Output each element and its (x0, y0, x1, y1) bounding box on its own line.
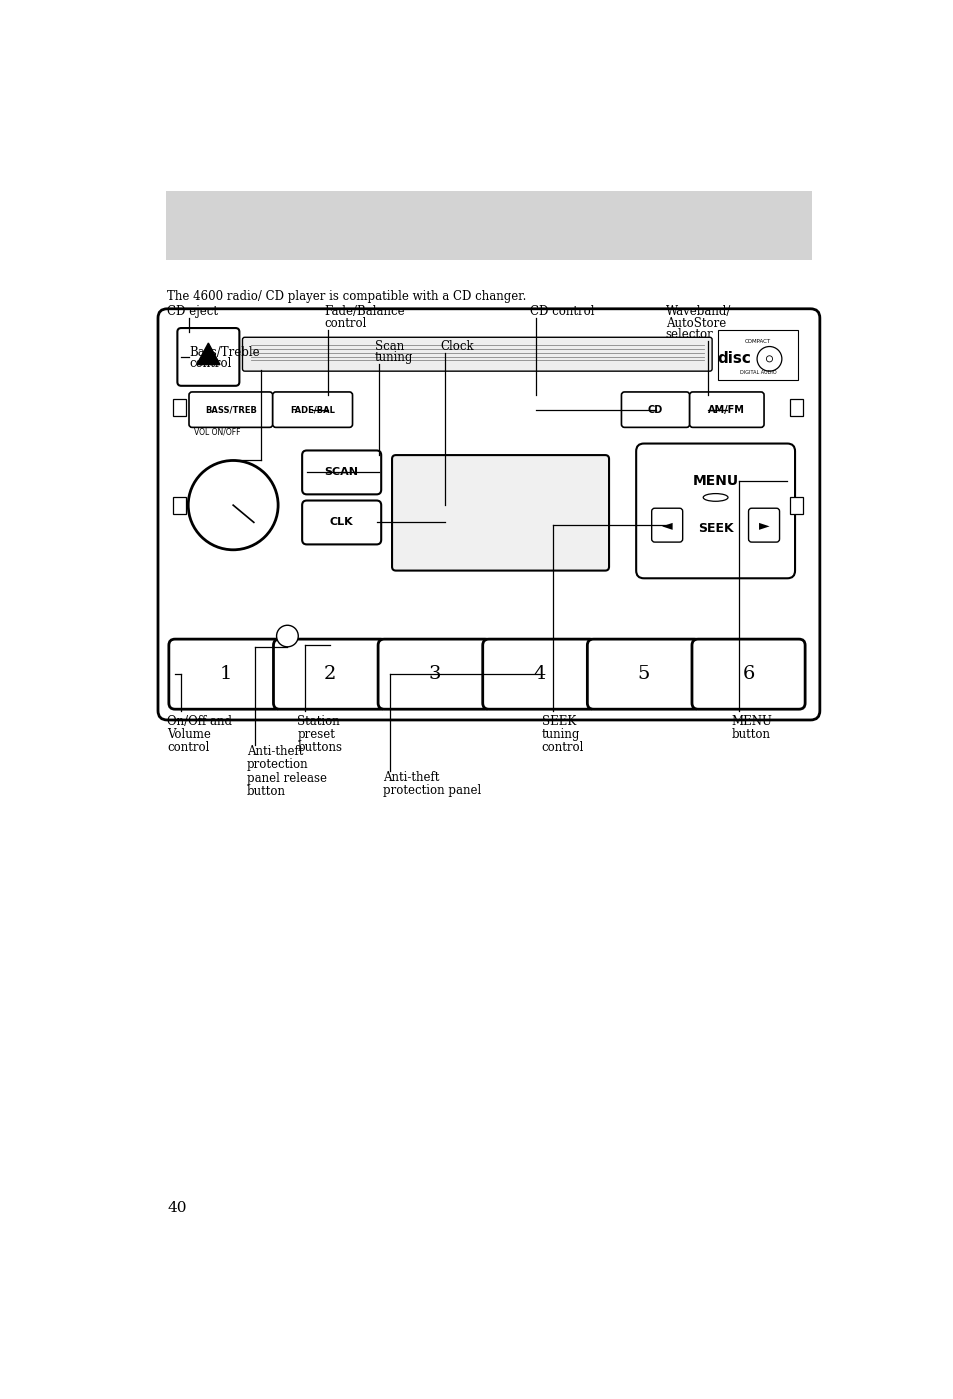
Text: MENU: MENU (731, 715, 772, 727)
Text: 5: 5 (637, 665, 649, 683)
Bar (790, 399, 802, 416)
Text: ◄: ◄ (661, 518, 672, 532)
Text: control: control (541, 740, 583, 754)
FancyBboxPatch shape (273, 392, 353, 427)
Text: SEEK: SEEK (697, 522, 733, 534)
FancyBboxPatch shape (158, 309, 819, 720)
Text: FADE/BAL: FADE/BAL (290, 406, 335, 414)
Text: AutoStore: AutoStore (665, 316, 725, 330)
FancyBboxPatch shape (274, 639, 386, 709)
Text: control: control (189, 357, 232, 371)
Text: AM/FM: AM/FM (708, 404, 744, 414)
FancyBboxPatch shape (392, 455, 608, 571)
Text: Station: Station (297, 715, 340, 727)
FancyBboxPatch shape (587, 639, 700, 709)
Text: tuning: tuning (541, 727, 579, 740)
Circle shape (765, 355, 772, 362)
Text: Anti-theft: Anti-theft (247, 746, 303, 758)
Text: CLK: CLK (330, 518, 354, 527)
Circle shape (757, 347, 781, 371)
Text: 40: 40 (167, 1202, 187, 1216)
Bar (166, 192, 811, 260)
Text: The 4600 radio/ CD player is compatible with a CD changer.: The 4600 radio/ CD player is compatible … (167, 290, 526, 302)
FancyBboxPatch shape (242, 337, 711, 371)
Text: 1: 1 (219, 665, 232, 683)
Text: preset: preset (297, 727, 335, 740)
Text: COMPACT: COMPACT (744, 339, 770, 344)
Text: disc: disc (717, 351, 751, 367)
FancyBboxPatch shape (377, 639, 491, 709)
Text: protection: protection (247, 758, 309, 771)
Text: ►: ► (758, 518, 768, 532)
Text: Anti-theft: Anti-theft (382, 771, 438, 783)
FancyBboxPatch shape (691, 639, 804, 709)
Text: control: control (324, 316, 367, 330)
Text: 3: 3 (428, 665, 440, 683)
FancyBboxPatch shape (302, 450, 381, 494)
Text: SEEK: SEEK (541, 715, 576, 727)
Text: SCAN: SCAN (324, 467, 358, 477)
Text: MENU: MENU (692, 473, 738, 487)
Text: 6: 6 (741, 665, 754, 683)
Text: button: button (247, 785, 286, 797)
Text: protection panel: protection panel (382, 783, 480, 797)
Text: Bass/Treble: Bass/Treble (189, 346, 259, 358)
Text: buttons: buttons (297, 740, 342, 754)
Circle shape (188, 460, 278, 550)
Text: Fade/Balance: Fade/Balance (324, 305, 405, 318)
Text: Scan: Scan (375, 340, 404, 353)
Text: button: button (731, 727, 770, 740)
Text: CD eject: CD eject (167, 305, 218, 318)
FancyBboxPatch shape (482, 639, 596, 709)
Bar (173, 399, 186, 416)
FancyBboxPatch shape (169, 639, 282, 709)
Polygon shape (196, 343, 220, 365)
FancyBboxPatch shape (651, 508, 682, 541)
Ellipse shape (702, 494, 727, 501)
Text: 4: 4 (533, 665, 545, 683)
Text: VOL ON/OFF: VOL ON/OFF (193, 427, 240, 436)
Text: control: control (167, 740, 210, 754)
Text: CD: CD (647, 404, 662, 414)
FancyBboxPatch shape (717, 330, 798, 379)
Bar (173, 498, 186, 515)
Text: Waveband/: Waveband/ (665, 305, 730, 318)
Circle shape (276, 625, 298, 646)
FancyBboxPatch shape (302, 501, 381, 544)
FancyBboxPatch shape (177, 327, 239, 386)
FancyBboxPatch shape (636, 443, 794, 578)
FancyBboxPatch shape (748, 508, 779, 541)
Text: tuning: tuning (375, 351, 413, 364)
Text: On/Off and: On/Off and (167, 715, 233, 727)
Text: Volume: Volume (167, 727, 211, 740)
Text: CD control: CD control (530, 305, 594, 318)
Text: Clock: Clock (440, 340, 474, 353)
Text: panel release: panel release (247, 772, 327, 785)
Text: DIGITAL AUDIO: DIGITAL AUDIO (739, 371, 776, 375)
FancyBboxPatch shape (189, 392, 273, 427)
FancyBboxPatch shape (689, 392, 763, 427)
Text: 2: 2 (323, 665, 335, 683)
FancyBboxPatch shape (620, 392, 689, 427)
Text: selector: selector (665, 329, 713, 341)
Text: BASS/TREB: BASS/TREB (205, 406, 256, 414)
Bar (790, 498, 802, 515)
